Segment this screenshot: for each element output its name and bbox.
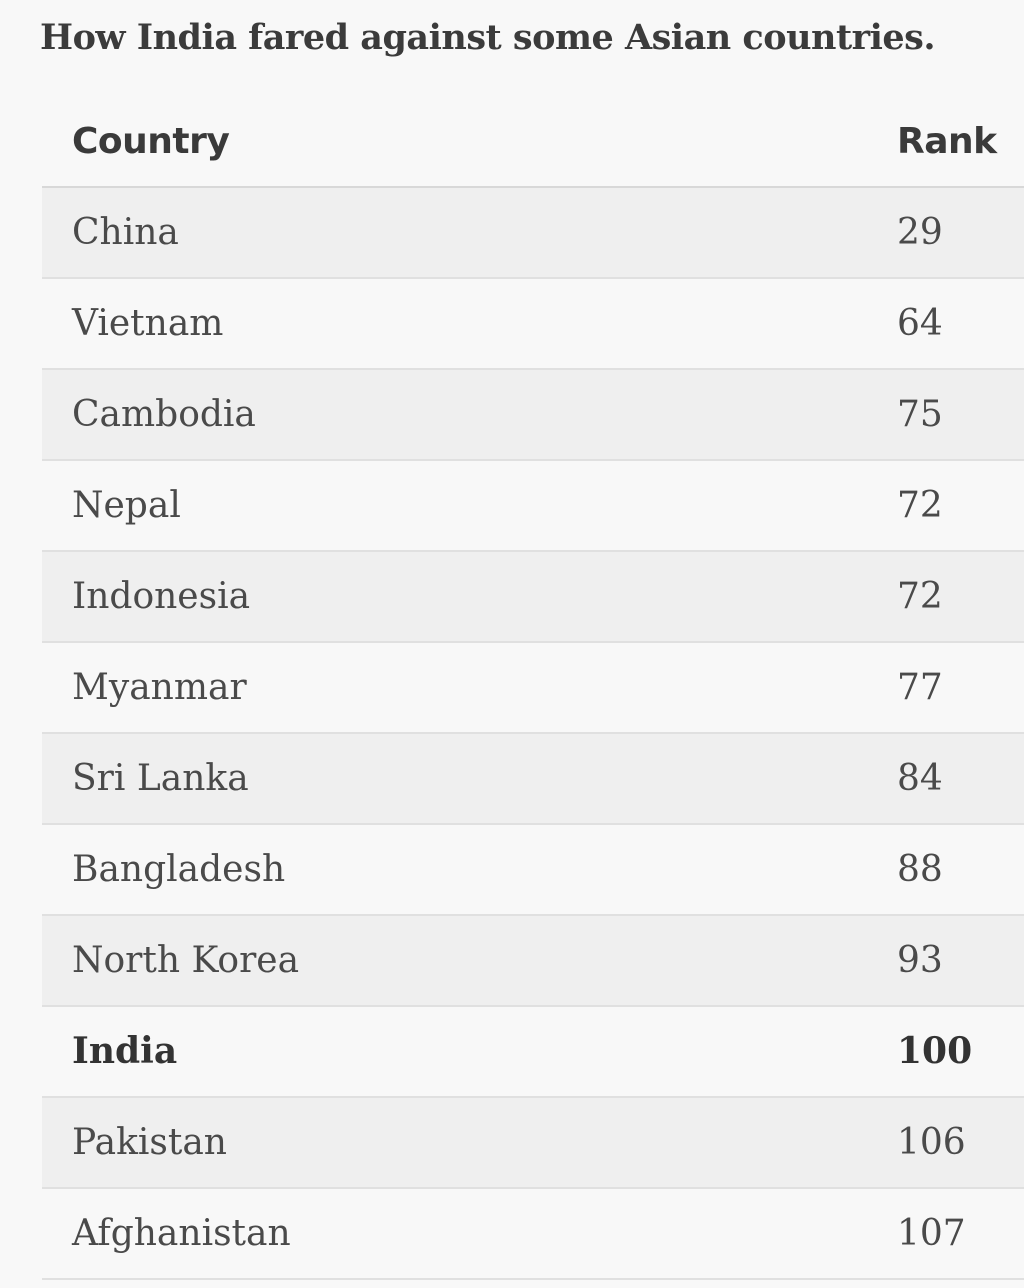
rank-cell: 100 (897, 1030, 973, 1072)
table-header-row: Country Rank (42, 97, 1024, 188)
table-row: Bangladesh 88 (42, 825, 1024, 916)
table-row: Myanmar 77 (42, 643, 1024, 734)
table-row: Indonesia 72 (42, 552, 1024, 643)
country-cell: China (72, 212, 179, 253)
table-row: North Korea 93 (42, 916, 1024, 1007)
table-row: Afghanistan 107 (42, 1189, 1024, 1280)
country-cell: Vietnam (72, 303, 224, 344)
rank-cell: 64 (897, 303, 943, 344)
rank-cell: 77 (897, 667, 943, 708)
country-cell: Myanmar (72, 667, 247, 708)
table-row: Sri Lanka 84 (42, 734, 1024, 825)
country-column-header: Country (72, 121, 230, 162)
table-row-highlighted: India 100 (42, 1007, 1024, 1098)
country-cell: North Korea (72, 940, 300, 981)
rank-cell: 75 (897, 394, 943, 435)
country-cell: Sri Lanka (72, 758, 249, 799)
country-cell: Afghanistan (72, 1213, 291, 1254)
table-row: Pakistan 106 (42, 1098, 1024, 1189)
country-cell: Cambodia (72, 394, 256, 435)
table-row: Vietnam 64 (42, 279, 1024, 370)
ranking-table: Country Rank China 29 Vietnam 64 Cambodi… (42, 97, 1024, 1280)
rank-cell: 106 (897, 1122, 966, 1163)
rank-cell: 29 (897, 212, 943, 253)
country-cell: Nepal (72, 485, 181, 526)
rank-cell: 84 (897, 758, 943, 799)
country-cell: Indonesia (72, 576, 251, 617)
country-cell: Bangladesh (72, 849, 286, 890)
rank-cell: 107 (897, 1213, 966, 1254)
table-row: Cambodia 75 (42, 370, 1024, 461)
table-row: China 29 (42, 188, 1024, 279)
rank-cell: 72 (897, 485, 943, 526)
rank-cell: 93 (897, 940, 943, 981)
table-caption: How India fared against some Asian count… (40, 17, 936, 58)
country-cell: India (72, 1030, 178, 1072)
table-row: Nepal 72 (42, 461, 1024, 552)
rank-cell: 72 (897, 576, 943, 617)
country-cell: Pakistan (72, 1122, 227, 1163)
rank-column-header: Rank (897, 121, 997, 162)
rank-cell: 88 (897, 849, 943, 890)
